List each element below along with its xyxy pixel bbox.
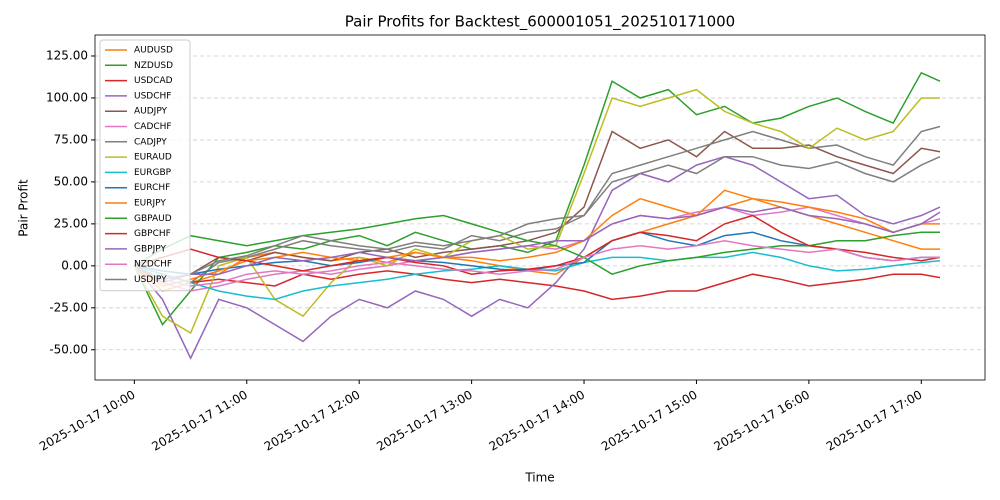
legend-label: NZDCHF — [134, 260, 172, 270]
series-line — [133, 155, 941, 360]
y-tick-label: 100.00 — [46, 90, 88, 104]
legend-label: GBPCHF — [134, 229, 171, 239]
series-line — [133, 189, 940, 287]
y-tick-label: 25.00 — [54, 216, 88, 230]
legend-label: EURGBP — [134, 168, 172, 178]
legend-label: USDCAD — [134, 76, 173, 86]
series-line — [133, 206, 941, 284]
legend-label: EURCHF — [134, 183, 170, 193]
series-line — [134, 214, 941, 275]
legend-label: CADJPY — [134, 137, 167, 147]
y-tick-label: -50.00 — [49, 342, 88, 356]
legend-label: AUDJPY — [134, 107, 168, 117]
y-tick-label: 75.00 — [54, 132, 88, 146]
series-line — [133, 155, 941, 281]
y-tick-label: 50.00 — [54, 174, 88, 188]
legend: AUDUSD NZDUSD USDCAD USDCHF AUDJPY CADCHF CADJ… — [99, 39, 191, 292]
legend-label: CADCHF — [134, 122, 172, 132]
legend-label: AUDUSD — [134, 46, 173, 56]
series-line — [133, 239, 940, 287]
legend-label: GBPAUD — [134, 214, 172, 224]
y-tick-label: -25.00 — [49, 300, 88, 314]
legend-label: EURAUD — [134, 153, 172, 163]
legend-label: EURJPY — [134, 199, 166, 209]
y-tick-label: 0.00 — [61, 258, 88, 272]
series-line — [133, 88, 940, 335]
series-line — [134, 125, 941, 284]
y-axis-label: Pair Profit — [17, 179, 31, 237]
chart-title: Pair Profits for Backtest_600001051_2025… — [345, 13, 735, 32]
series-line — [134, 265, 941, 301]
y-tick-label: 125.00 — [46, 48, 88, 62]
plot-frame — [94, 34, 986, 381]
series-line — [133, 130, 941, 284]
legend-label: GBPJPY — [134, 244, 166, 254]
legend-label: USDJPY — [134, 275, 167, 285]
x-axis-label: Time — [524, 471, 554, 485]
legend-label: NZDUSD — [134, 61, 173, 71]
legend-label: USDCHF — [134, 91, 171, 101]
legend-box — [99, 39, 191, 292]
